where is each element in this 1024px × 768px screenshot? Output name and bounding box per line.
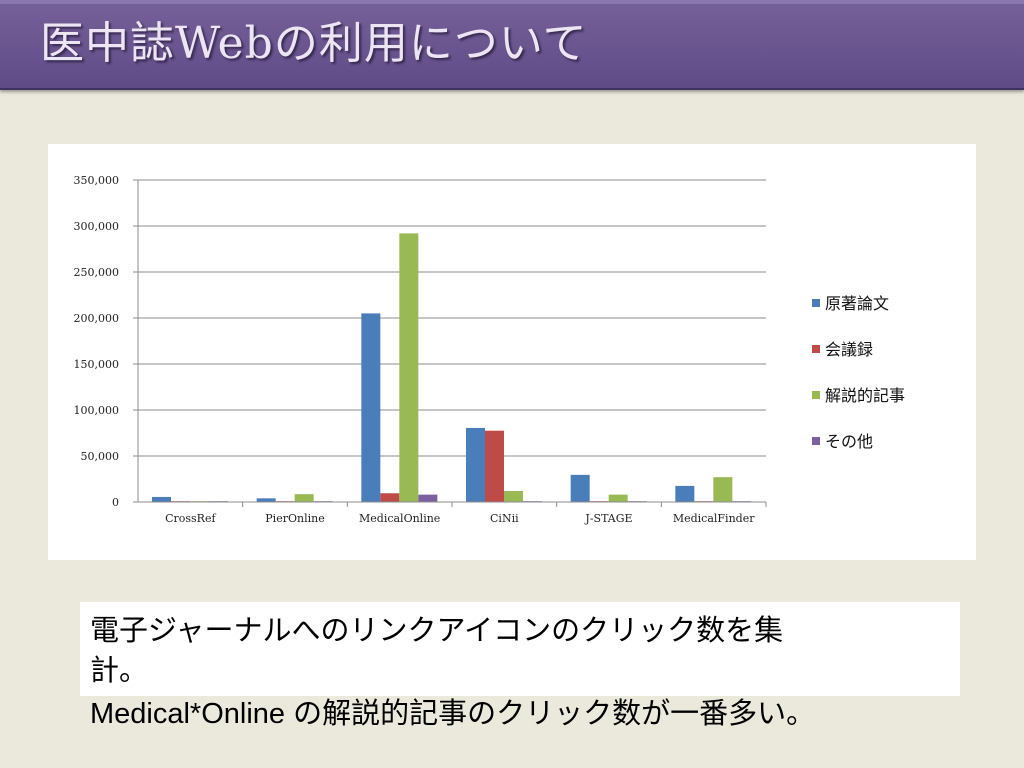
bars [152, 233, 752, 503]
x-category-label: PierOnline [265, 512, 324, 525]
x-category-label: MedicalFinder [673, 512, 755, 525]
legend-swatch [812, 437, 820, 445]
y-tick-label: 200,000 [74, 312, 120, 325]
y-axis-ticks: 0 50,000 100,000 150,000 200,000 250,000 300,0… [74, 174, 120, 509]
legend-swatch [812, 345, 820, 353]
x-category-label: MedicalOnline [359, 512, 440, 525]
bar [294, 494, 314, 502]
x-category-label: CiNii [490, 512, 519, 525]
note-text-line-2: 計。 [90, 653, 149, 687]
bar [399, 233, 419, 503]
bar [504, 490, 523, 502]
y-tick-label: 150,000 [74, 358, 120, 371]
y-tick-label: 50,000 [81, 450, 120, 463]
title-bar: 医中誌Webの利用について [0, 0, 1024, 90]
x-axis-categories: CrossRef PierOnline MedicalOnline CiNii J-ST… [165, 512, 755, 525]
bar [675, 485, 695, 502]
x-category-label: J-STAGE [584, 512, 632, 525]
note-box [80, 602, 960, 696]
legend-swatch [812, 299, 820, 307]
bar [570, 474, 590, 502]
y-tick-label: 350,000 [74, 174, 120, 187]
y-tick-label: 250,000 [74, 266, 120, 279]
y-tick-label: 300,000 [74, 220, 120, 233]
bar [380, 493, 400, 502]
bar [152, 496, 171, 502]
slide-title: 医中誌Webの利用について [40, 18, 588, 69]
title-bar-edge [0, 0, 1024, 4]
bar [361, 313, 381, 502]
axes [137, 180, 767, 507]
bar [418, 494, 438, 502]
bar [256, 498, 276, 502]
bar [466, 427, 485, 502]
bar [485, 430, 504, 502]
bar-chart: 0 50,000 100,000 150,000 200,000 250,000 300,0… [74, 174, 906, 525]
x-category-label: CrossRef [165, 512, 216, 525]
bar [608, 494, 628, 502]
legend-label: 原著論文 [825, 294, 889, 313]
legend-label: 会議録 [825, 340, 873, 359]
y-tick-label: 100,000 [74, 404, 120, 417]
legend-label: その他 [825, 432, 873, 451]
note-text-line-3: Medical*Online の解説的記事のクリック数が一番多い。 [90, 698, 816, 730]
gridlines [133, 179, 766, 503]
chart-panel: 0 50,000 100,000 150,000 200,000 250,000 300,0… [48, 144, 976, 560]
y-tick-label: 0 [112, 496, 119, 509]
note-text-line-1: 電子ジャーナルへのリンクアイコンのクリック数を集 [90, 613, 784, 647]
legend-label: 解説的記事 [825, 386, 905, 405]
bar [713, 477, 733, 502]
legend-swatch [812, 391, 820, 399]
